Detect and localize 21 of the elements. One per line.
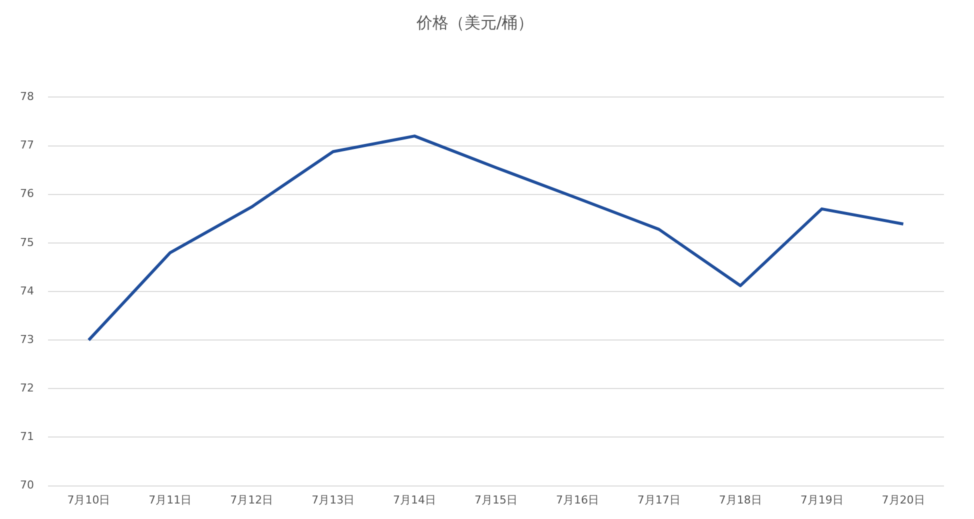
x-tick-label: 7月20日 [882, 493, 925, 506]
y-tick-label: 71 [20, 430, 34, 444]
x-tick-label: 7月14日 [393, 493, 436, 506]
y-tick-label: 78 [20, 90, 34, 104]
y-tick-label: 70 [20, 478, 34, 492]
y-tick-label: 73 [20, 332, 34, 346]
y-tick-label: 72 [20, 382, 34, 395]
x-tick-label: 7月15日 [474, 493, 518, 506]
x-tick-label: 7月10日 [67, 493, 110, 506]
x-tick-label: 7月16日 [556, 493, 599, 506]
y-tick-label: 74 [20, 284, 34, 298]
x-tick-label: 7月11日 [148, 493, 192, 506]
x-tick-label: 7月12日 [230, 493, 274, 506]
x-tick-label: 7月19日 [800, 493, 844, 506]
y-tick-label: 77 [20, 138, 34, 152]
x-tick-label: 7月13日 [312, 493, 355, 506]
chart-title: 价格（美元/桶） [415, 12, 534, 32]
y-tick-label: 76 [20, 187, 34, 200]
x-tick-label: 7月18日 [718, 493, 762, 506]
y-tick-label: 75 [20, 236, 34, 249]
x-tick-label: 7月17日 [637, 493, 680, 506]
